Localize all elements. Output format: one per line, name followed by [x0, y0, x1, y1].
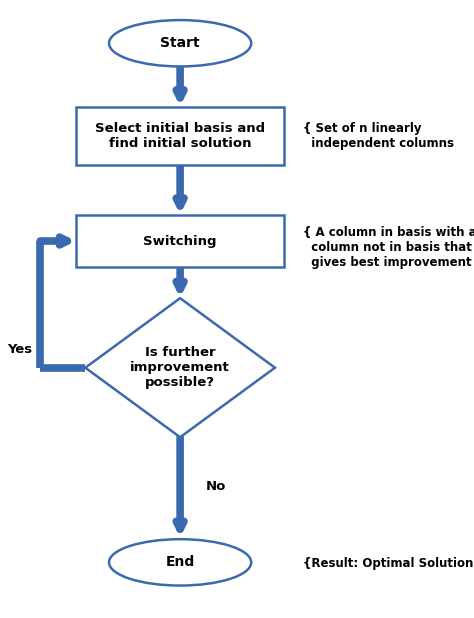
Text: End: End: [165, 556, 195, 569]
Text: Select initial basis and
find initial solution: Select initial basis and find initial so…: [95, 122, 265, 150]
Text: { Set of n linearly
  independent columns: { Set of n linearly independent columns: [303, 122, 455, 150]
Text: Yes: Yes: [7, 342, 33, 356]
Text: Is further
improvement
possible?: Is further improvement possible?: [130, 346, 230, 389]
Polygon shape: [85, 298, 275, 438]
FancyBboxPatch shape: [76, 106, 284, 165]
Text: { A column in basis with a
  column not in basis that
  gives best improvement: { A column in basis with a column not in…: [303, 226, 474, 269]
Ellipse shape: [109, 539, 251, 586]
Text: {Result: Optimal Solution: {Result: Optimal Solution: [303, 557, 474, 570]
FancyBboxPatch shape: [76, 214, 284, 267]
Ellipse shape: [109, 20, 251, 66]
Text: No: No: [206, 480, 226, 493]
Text: Switching: Switching: [143, 234, 217, 248]
Text: Start: Start: [160, 36, 200, 50]
